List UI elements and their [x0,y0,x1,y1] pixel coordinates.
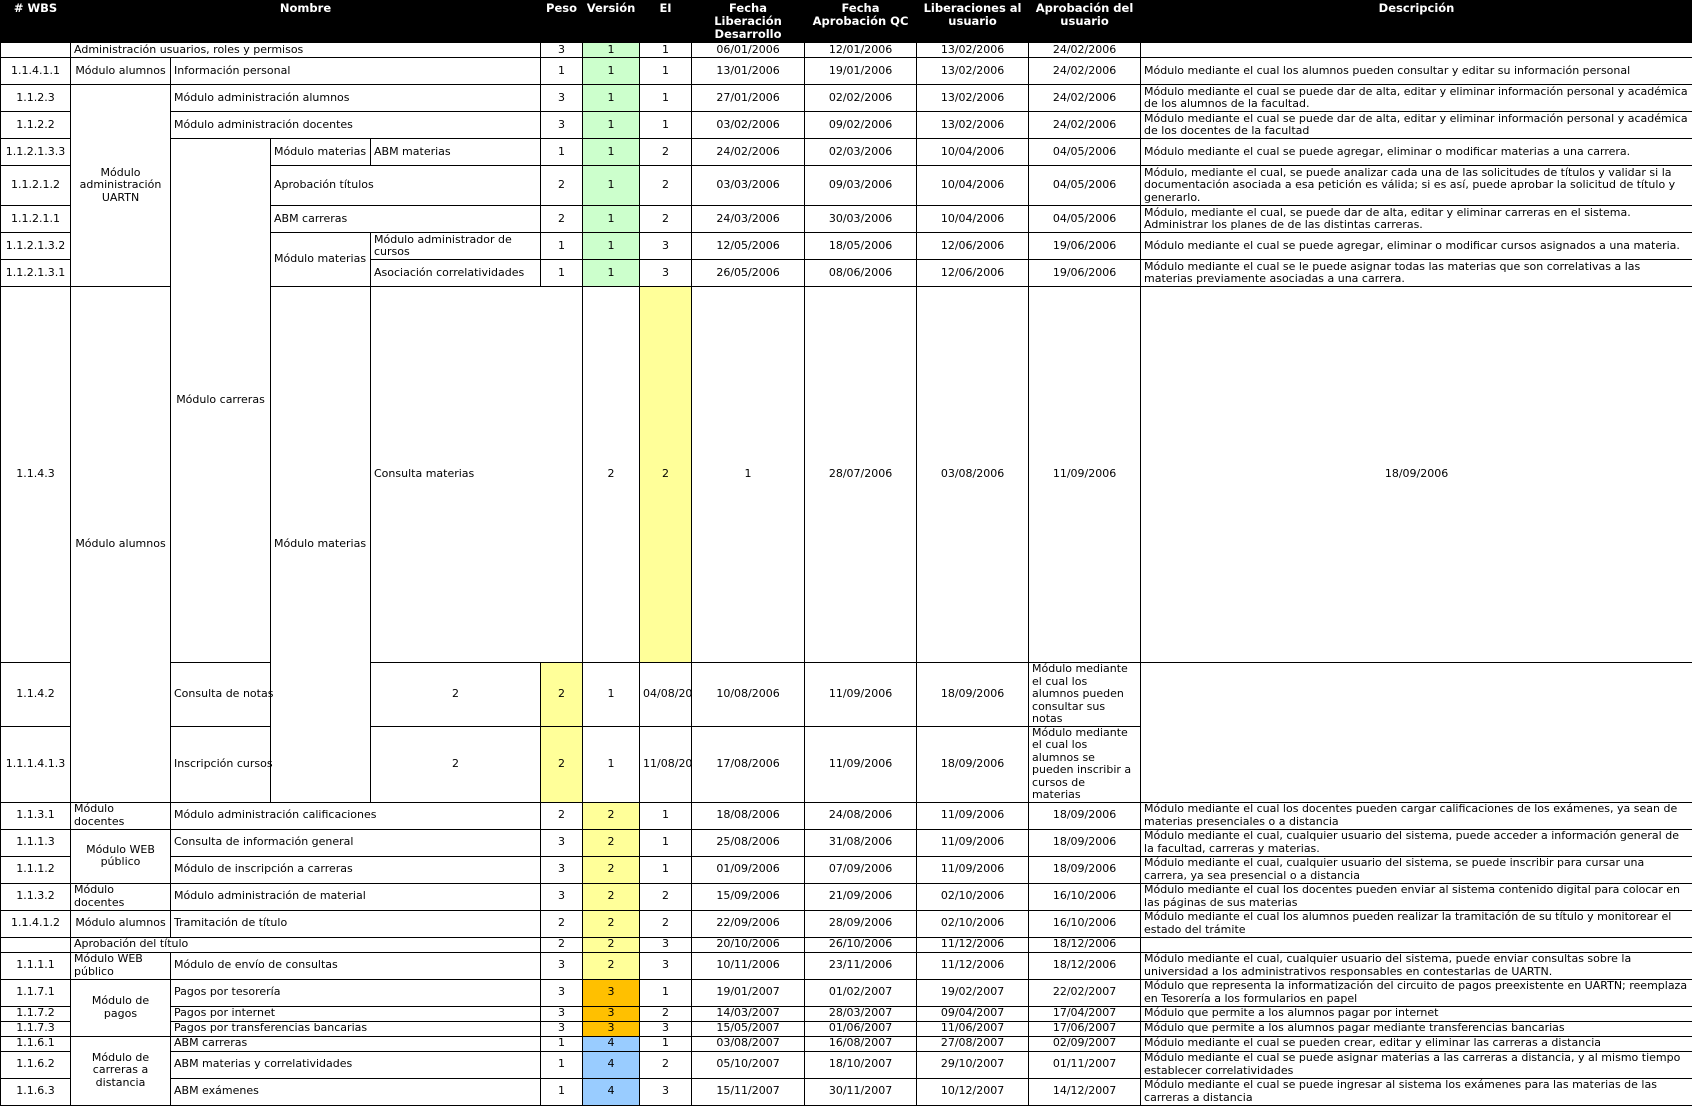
table-row: 1.1.1.1 Módulo WEB público Módulo de env… [1,952,1692,979]
table-row: 1.1.4.1.1 Módulo alumnos Información per… [1,58,1692,85]
group-label: Módulo WEB público [71,829,171,883]
group-label: Módulo administración UARTN [71,85,171,287]
header-row: # WBS Nombre Peso Versión EI Fecha Liber… [1,1,1692,43]
table-row: 1.1.4.2 Consulta de notas 2 2 1 04/08/20… [1,663,1692,727]
group-label: Módulo materias [271,139,371,166]
table-row: 1.1.2.2 Módulo administración docentes 3… [1,112,1692,139]
group-label: Administración usuarios, roles y permiso… [71,43,541,58]
table-row: 1.1.3.2 Módulo docentes Módulo administr… [1,883,1692,910]
header-wbs: # WBS [1,1,71,43]
group-label: Módulo WEB público [71,952,171,979]
header-descripcion: Descripción [1141,1,1692,43]
table-row: 1.1.2.3 Módulo administración UARTN Módu… [1,85,1692,112]
table-row: 1.1.4.1.2 Módulo alumnos Tramitación de … [1,910,1692,937]
header-version: Versión [583,1,640,43]
group-label: Módulo de pagos [71,979,171,1036]
table-row: 1.1.1.4.1.3 Inscripción cursos 2 2 1 11/… [1,726,1692,802]
table-row: 1.1.6.1 Módulo de carreras a distancia A… [1,1036,1692,1051]
group-label: Módulo alumnos [71,287,171,803]
group-label: Módulo de carreras a distancia [71,1036,171,1105]
table-row: 1.1.3.1 Módulo docentes Módulo administr… [1,802,1692,829]
table-row: 1.1.1.3 Módulo WEB público Consulta de i… [1,829,1692,856]
header-nombre: Nombre [71,1,541,43]
table-row: 1.1.7.3 Pagos por transferencias bancari… [1,1021,1692,1036]
group-label: Módulo docentes [71,802,171,829]
group-label: Módulo docentes [71,883,171,910]
table-row: 1.1.2.1.3.3 Módulo carreras Módulo mater… [1,139,1692,166]
header-peso: Peso [541,1,583,43]
table-row: Administración usuarios, roles y permiso… [1,43,1692,58]
table-row: Aprobación del título 2 2 3 20/10/2006 2… [1,937,1692,952]
header-ei: EI [640,1,692,43]
table-row: 1.1.7.1 Módulo de pagos Pagos por tesore… [1,979,1692,1006]
group-label: Módulo materias [271,233,371,287]
table-row: 1.1.7.2 Pagos por internet 3 3 2 14/03/2… [1,1006,1692,1021]
group-label: Módulo alumnos [71,58,171,85]
group-label: Aprobación del título [71,937,541,952]
table-row: 1.1.6.3 ABM exámenes 1 4 3 15/11/2007 30… [1,1078,1692,1105]
table-row: 1.1.6.2 ABM materias y correlatividades … [1,1051,1692,1078]
group-label: Módulo carreras [171,139,271,663]
group-label: Módulo alumnos [71,910,171,937]
table-row: 1.1.1.2 Módulo de inscripción a carreras… [1,856,1692,883]
